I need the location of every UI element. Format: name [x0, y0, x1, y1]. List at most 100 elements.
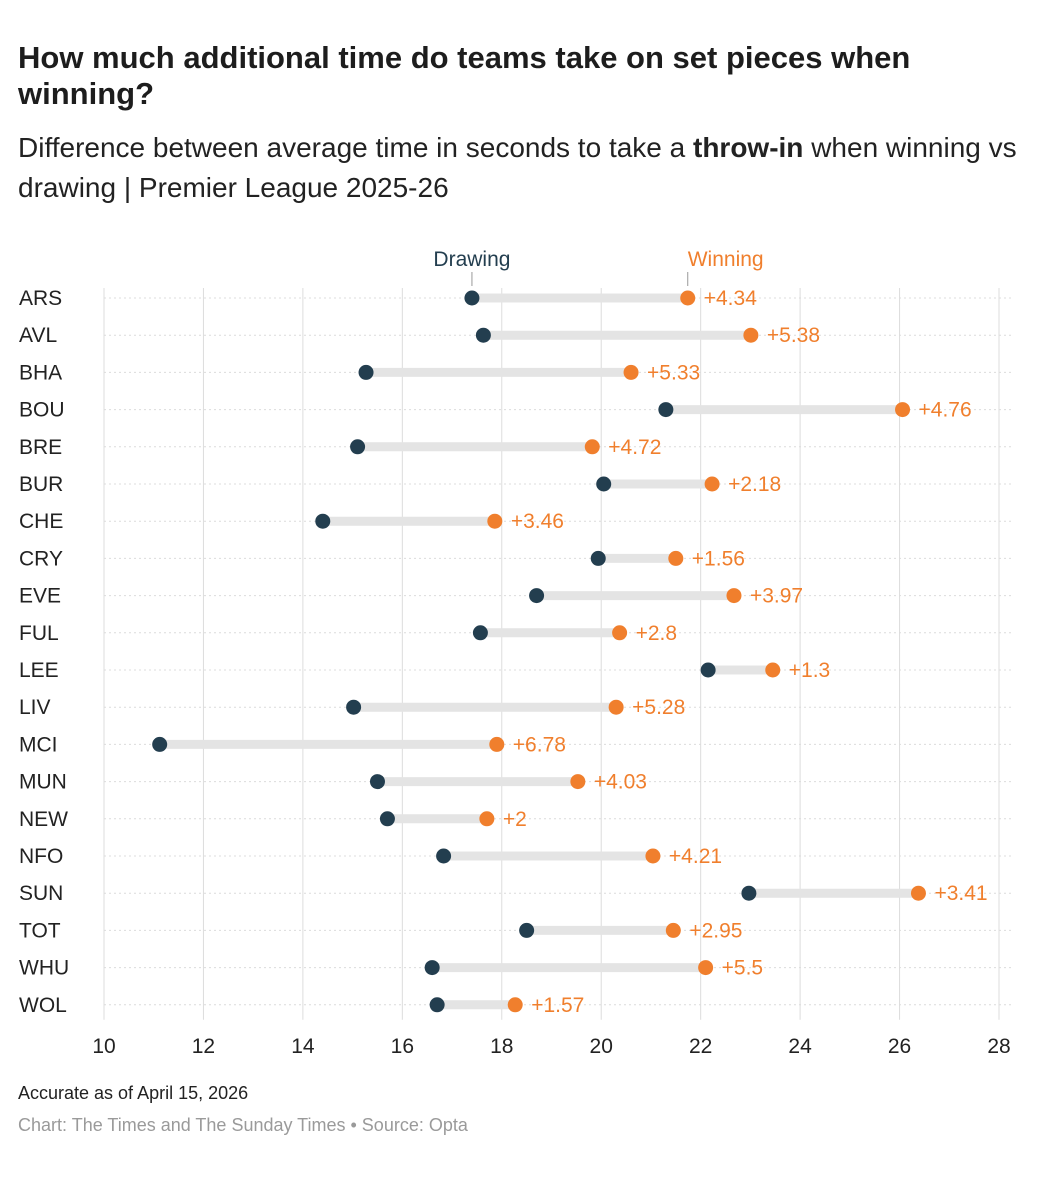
drawing-dot — [472, 625, 488, 641]
team-label: AVL — [19, 324, 57, 347]
team-label: CRY — [19, 547, 63, 570]
diff-label: +4.72 — [608, 436, 661, 459]
x-tick-label: 24 — [788, 1035, 812, 1058]
x-tick-label: 10 — [92, 1035, 115, 1058]
drawing-dot — [424, 960, 440, 976]
winning-dot — [680, 290, 696, 306]
x-tick-label: 22 — [689, 1035, 712, 1058]
diff-label: +2.18 — [728, 473, 781, 496]
legend-drawing: Drawing — [433, 248, 510, 271]
diff-label: +4.03 — [594, 771, 647, 794]
winning-dot — [665, 922, 681, 938]
diff-label: +4.21 — [669, 845, 722, 868]
diff-label: +2.8 — [636, 622, 677, 645]
team-label: WHU — [19, 957, 69, 980]
x-tick-label: 28 — [987, 1035, 1010, 1058]
x-tick-label: 14 — [291, 1035, 315, 1058]
x-tick-label: 12 — [192, 1035, 215, 1058]
winning-dot — [570, 774, 586, 790]
x-tick-label: 18 — [490, 1035, 513, 1058]
diff-label: +6.78 — [513, 733, 566, 756]
team-label: MUN — [19, 771, 67, 794]
drawing-dot — [379, 811, 395, 827]
winning-dot — [704, 476, 720, 492]
diff-label: +5.33 — [647, 361, 700, 384]
winning-dot — [910, 885, 926, 901]
winning-dot — [479, 811, 495, 827]
team-label: SUN — [19, 882, 63, 905]
diff-label: +4.34 — [704, 287, 757, 310]
team-label: NEW — [19, 808, 68, 831]
diff-label: +5.28 — [632, 696, 685, 719]
diff-label: +3.97 — [750, 585, 803, 608]
drawing-dot — [346, 699, 362, 715]
x-tick-label: 20 — [590, 1035, 613, 1058]
drawing-dot — [519, 922, 535, 938]
team-label: TOT — [19, 919, 61, 942]
team-label: BHA — [19, 361, 62, 384]
diff-label: +3.46 — [511, 510, 564, 533]
subtitle-bold: throw-in — [693, 132, 804, 163]
drawing-dot — [596, 476, 612, 492]
winning-dot — [623, 364, 639, 380]
subtitle-lead: Difference between average time in secon… — [18, 132, 693, 163]
winning-dot — [698, 960, 714, 976]
accuracy-note: Accurate as of April 15, 2026 — [18, 1083, 249, 1103]
diff-label: +2 — [503, 808, 527, 831]
diff-label: +1.57 — [531, 994, 584, 1017]
winning-dot — [668, 550, 684, 566]
winning-dot — [895, 402, 911, 418]
winning-dot — [765, 662, 781, 678]
team-label: ARS — [19, 287, 62, 310]
team-label: BRE — [19, 436, 62, 459]
drawing-dot — [350, 439, 366, 455]
winning-dot — [645, 848, 661, 864]
team-label: NFO — [19, 845, 63, 868]
chart-title: How much additional time do teams take o… — [18, 40, 911, 111]
x-tick-label: 26 — [888, 1035, 911, 1058]
subtitle-tail: when winning vs drawing | Premier League… — [18, 132, 1017, 203]
drawing-dot — [315, 513, 331, 529]
diff-label: +1.3 — [789, 659, 830, 682]
diff-label: +4.76 — [919, 399, 972, 422]
team-label: EVE — [19, 585, 61, 608]
diff-label: +1.56 — [692, 547, 745, 570]
winning-dot — [726, 588, 742, 604]
diff-label: +5.38 — [767, 324, 820, 347]
team-label: WOL — [19, 994, 67, 1017]
winning-dot — [608, 699, 624, 715]
drawing-dot — [464, 290, 480, 306]
winning-dot — [612, 625, 628, 641]
winning-dot — [487, 513, 503, 529]
team-label: MCI — [19, 733, 58, 756]
x-tick-label: 16 — [391, 1035, 414, 1058]
drawing-dot — [152, 736, 168, 752]
winning-dot — [743, 327, 759, 343]
drawing-dot — [590, 550, 606, 566]
drawing-dot — [358, 364, 374, 380]
chart-credit: Chart: The Times and The Sunday Times • … — [18, 1115, 468, 1135]
drawing-dot — [436, 848, 452, 864]
team-label: LIV — [19, 696, 51, 719]
drawing-dot — [429, 997, 445, 1013]
team-label: FUL — [19, 622, 59, 645]
diff-label: +3.41 — [934, 882, 987, 905]
dumbbell-chart: 10 12 14 16 18 20 22 24 26 28 Drawing Winning ARS +4.… — [19, 248, 1011, 1058]
team-label: LEE — [19, 659, 59, 682]
team-label: BUR — [19, 473, 63, 496]
drawing-dot — [658, 402, 674, 418]
winning-dot — [584, 439, 600, 455]
drawing-dot — [475, 327, 491, 343]
team-label: CHE — [19, 510, 63, 533]
diff-label: +5.5 — [722, 957, 763, 980]
drawing-dot — [529, 588, 545, 604]
team-label: BOU — [19, 399, 65, 422]
drawing-dot — [741, 885, 757, 901]
drawing-dot — [369, 774, 385, 790]
chart-subtitle: Difference between average time in secon… — [18, 128, 1018, 208]
diff-label: +2.95 — [689, 919, 742, 942]
winning-dot — [489, 736, 505, 752]
drawing-dot — [700, 662, 716, 678]
winning-dot — [507, 997, 523, 1013]
legend-winning: Winning — [688, 248, 764, 271]
